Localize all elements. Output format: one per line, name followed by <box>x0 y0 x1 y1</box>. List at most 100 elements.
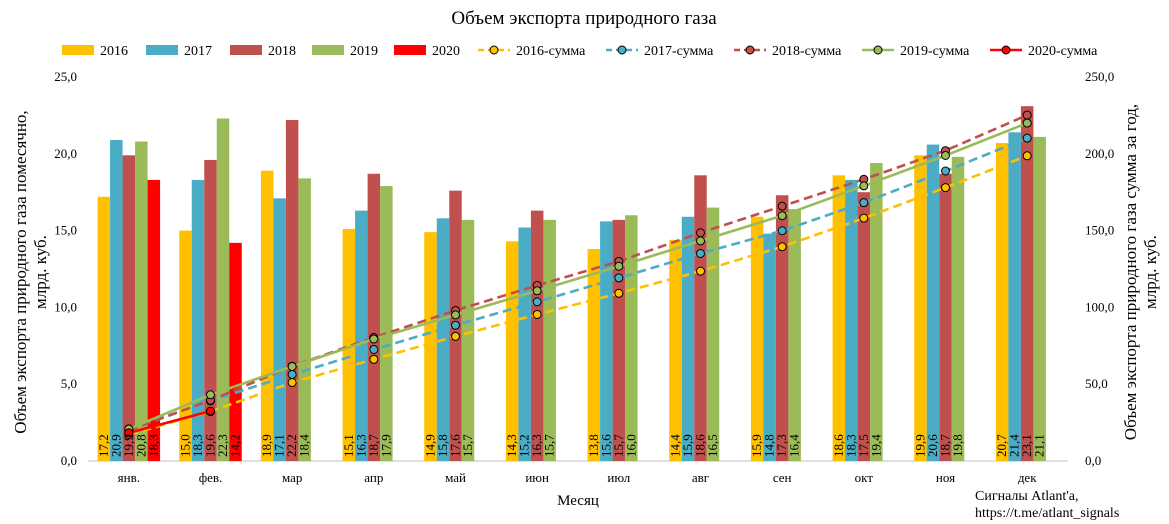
y-axis-ticks: 0,0 5,0 10,0 15,0 20,0 25,0 <box>54 69 77 468</box>
legend-label: 2020 <box>432 44 460 59</box>
value-labels: 17,2 15,0 18,9 15,1 14,9 14,3 13,8 14,4 15,9 18,6… <box>96 434 1047 457</box>
y2-tick-label: 100,0 <box>1085 299 1114 314</box>
bar-value-label: 15,6 <box>598 434 613 457</box>
cumulative-point <box>614 288 624 298</box>
cumulative-point <box>206 390 215 400</box>
bar <box>543 219 556 461</box>
cumulative-point <box>941 150 950 160</box>
bar-value-label: 23,1 <box>1019 434 1034 457</box>
bar-value-label: 15,1 <box>341 434 356 457</box>
bar-value-label: 14,2 <box>228 434 243 457</box>
bar-value-label: 15,8 <box>435 434 450 457</box>
cumulative-line <box>128 136 1028 431</box>
bar <box>914 155 927 461</box>
cumulative-point <box>1022 151 1032 161</box>
y2-tick-label: 200,0 <box>1085 146 1114 161</box>
cumulative-point <box>696 248 705 258</box>
bar <box>600 221 613 461</box>
bar-value-label: 18,7 <box>938 434 953 457</box>
x-tick-label: авг <box>692 470 709 485</box>
cumulative-point <box>451 320 460 330</box>
bar <box>763 233 776 461</box>
bar-value-label: 16,4 <box>787 434 802 457</box>
bar-value-label: 20,9 <box>108 434 123 457</box>
cumulative-point <box>696 266 705 276</box>
y-tick-label: 0,0 <box>61 453 77 468</box>
bar <box>845 179 858 462</box>
cumulative-point <box>206 406 215 416</box>
bar <box>788 209 801 461</box>
cumulative-point <box>859 213 869 223</box>
cumulative-point <box>614 261 624 271</box>
credit-line-1: Сигналы Atlant'a, <box>975 489 1079 504</box>
bar <box>951 156 965 461</box>
bar <box>216 118 230 462</box>
x-tick-label: мар <box>282 470 302 485</box>
cumulative-point <box>696 228 705 238</box>
legend-swatch <box>312 45 344 55</box>
bar-value-label: 14,3 <box>504 434 519 457</box>
cumulative-point <box>777 211 787 221</box>
bar <box>424 232 437 461</box>
bar-value-label: 16,3 <box>353 434 368 457</box>
y-tick-label: 15,0 <box>54 223 77 238</box>
legend-label: 2020-сумма <box>1028 44 1098 59</box>
cumulative-point <box>777 201 787 211</box>
bar <box>97 196 111 462</box>
bar-value-label: 17,2 <box>96 434 111 457</box>
bar-value-label: 15,2 <box>517 434 532 457</box>
cumulative-point <box>696 236 705 246</box>
bar <box>1008 132 1021 461</box>
bar <box>530 210 544 461</box>
bar <box>285 120 299 462</box>
y-axis-title-line2: млрд. куб. <box>31 235 50 309</box>
cumulative-point <box>1022 133 1032 143</box>
cumulative-point <box>859 198 869 208</box>
bar-value-label: 17,6 <box>448 434 463 457</box>
legend-marker <box>1001 45 1011 55</box>
cumulative-point <box>941 166 950 176</box>
cumulative-point <box>1022 110 1032 120</box>
bar <box>367 173 381 461</box>
bar-value-label: 15,7 <box>611 434 626 457</box>
bars <box>97 106 1046 462</box>
bar <box>110 139 123 461</box>
bar-value-label: 21,1 <box>1032 434 1047 457</box>
cumulative-point <box>369 334 379 344</box>
bar-value-label: 20,7 <box>994 434 1009 457</box>
bar <box>612 219 626 461</box>
cumulative-point <box>287 378 297 388</box>
bar <box>681 216 695 461</box>
cumulative-point <box>124 428 134 438</box>
bar-value-label: 15,9 <box>749 434 764 457</box>
bar <box>870 163 883 462</box>
legend-swatch <box>62 45 94 55</box>
cumulative-point <box>777 226 787 236</box>
bar <box>1033 136 1046 462</box>
bar-value-label: 16,3 <box>529 434 544 457</box>
bar <box>147 179 161 462</box>
x-tick-label: июл <box>607 470 630 485</box>
y2-axis-title-line2: млрд. куб. <box>1141 235 1160 309</box>
bar-value-label: 15,7 <box>460 434 475 457</box>
bar <box>461 219 475 461</box>
bar <box>191 179 205 462</box>
y2-tick-label: 250,0 <box>1085 69 1114 84</box>
legend: 2016 2017 2018 2019 2020 2016-сумма 2017-сумма… <box>62 44 1098 59</box>
y2-tick-label: 0,0 <box>1085 453 1101 468</box>
bar-value-label: 18,3 <box>146 434 161 457</box>
cumulative-point <box>451 310 460 320</box>
bar <box>342 229 356 461</box>
legend-label: 2019-сумма <box>900 44 970 59</box>
bar-value-label: 19,9 <box>913 434 928 457</box>
legend-marker <box>617 45 627 55</box>
bar-value-label: 14,8 <box>762 434 777 457</box>
cumulative-point <box>532 297 542 307</box>
bar-value-label: 18,9 <box>259 434 274 457</box>
x-tick-label: апр <box>364 470 383 485</box>
bar-value-label: 17,5 <box>856 434 871 457</box>
bar-value-label: 13,8 <box>586 434 601 457</box>
x-tick-label: окт <box>855 470 874 485</box>
bar-value-label: 14,4 <box>668 434 683 457</box>
bar <box>229 242 242 461</box>
